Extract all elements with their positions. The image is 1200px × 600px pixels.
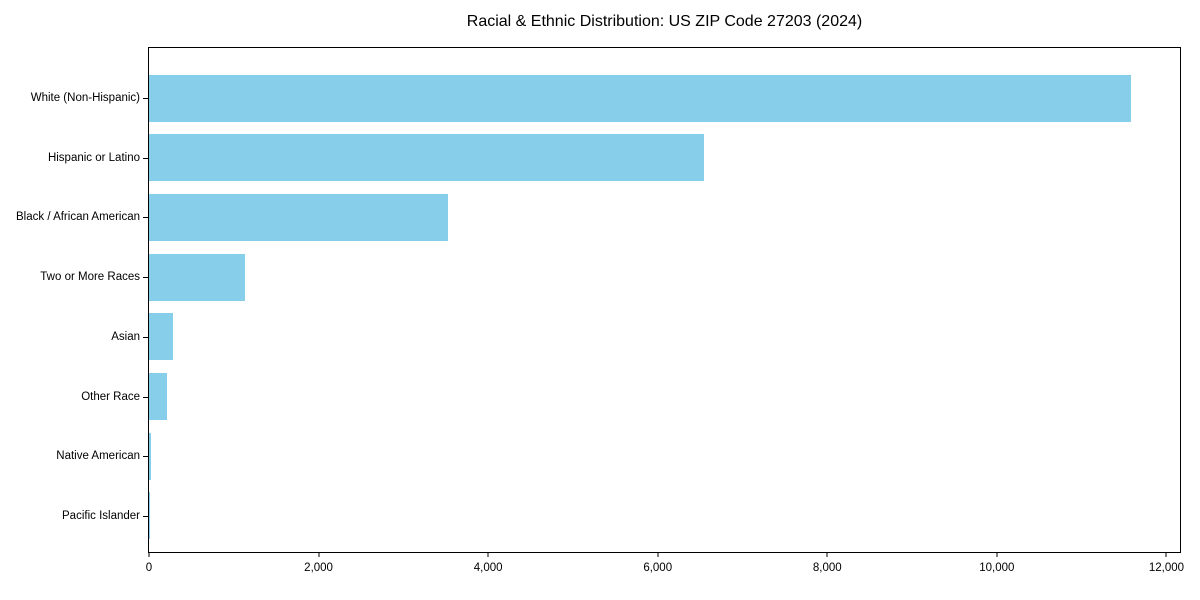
y-axis-label: Black / African American [16,211,140,224]
bar-hispanic-or-latino [149,134,704,182]
x-axis-tick [996,552,998,557]
y-axis-label: Other Race [81,390,140,403]
y-axis-tick [143,336,149,338]
x-axis-tick [657,552,659,557]
bar-native-american [149,432,151,480]
x-axis-tick-label: 8,000 [812,562,842,574]
y-axis-label: Two or More Races [40,271,140,284]
y-axis-label: Native American [56,450,140,463]
x-axis-tick [1165,552,1167,557]
bar-two-or-more-races [149,253,245,301]
x-axis-tick-label: 0 [145,562,153,574]
y-axis-tick [143,157,149,159]
y-axis-label: Hispanic or Latino [47,151,140,164]
x-axis-tick [318,552,320,557]
y-axis-tick [143,396,149,398]
x-axis-tick [826,552,828,557]
y-axis-tick [143,217,149,219]
plot-area: White (Non-Hispanic) Hispanic or Latino Bl… [16,47,1184,574]
bar-pacific-islander [149,492,150,540]
chart-title: Racial & Ethnic Distribution: US ZIP Cod… [466,13,863,30]
bar-black-african-american [149,193,449,241]
y-axis-label: White (Non-Hispanic) [30,92,140,104]
y-axis-tick [143,456,149,458]
x-axis-tick-label: 10,000 [979,562,1015,574]
y-axis-tick [143,277,149,279]
y-axis-label: Pacific Islander [62,509,140,522]
bar-asian [149,313,173,361]
x-axis-tick-label: 4,000 [473,562,503,574]
bar-white-non-hispanic [149,74,1131,122]
x-axis-tick-label: 6,000 [643,562,673,574]
y-axis-label: Asian [111,330,140,343]
y-axis-tick [143,515,149,517]
bar-other-race [149,373,167,421]
x-axis-tick-label: 12,000 [1148,562,1185,574]
x-axis-tick [148,552,150,557]
x-axis-tick [487,552,489,557]
x-axis-tick-label: 2,000 [304,562,333,574]
y-axis-tick [143,98,149,99]
